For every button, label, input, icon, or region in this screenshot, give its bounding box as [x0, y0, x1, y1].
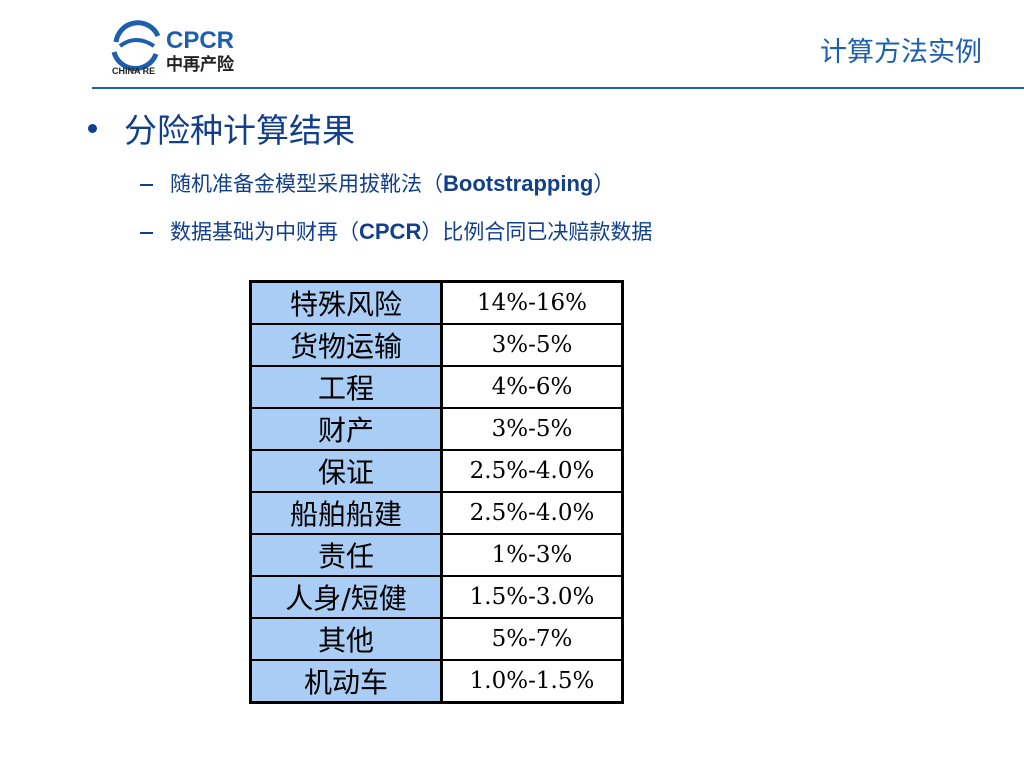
- sub-bullet: 随机准备金模型采用拔靴法（Bootstrapping）: [170, 168, 614, 198]
- line-cell: 工程: [249, 365, 443, 409]
- ratio-cell: 14%-16%: [440, 280, 624, 325]
- table-row: 工程 4%-6%: [249, 365, 624, 409]
- table-row: 特殊风险 14%-16%: [249, 280, 624, 325]
- table-row: 保证 2.5%-4.0%: [249, 449, 624, 493]
- table-row: 机动车 1.0%-1.5%: [249, 659, 624, 704]
- line-cell: 特殊风险: [249, 280, 443, 325]
- table-row: 船舶船建 2.5%-4.0%: [249, 491, 624, 535]
- line-cell: 其他: [249, 617, 443, 661]
- line-cell: 船舶船建: [249, 491, 443, 535]
- ratio-cell: 2.5%-4.0%: [440, 449, 624, 493]
- sub-text: CPCR: [359, 219, 422, 244]
- sub-text: ）比例合同已决赔款数据: [421, 220, 653, 244]
- ratio-cell: 2.5%-4.0%: [440, 491, 624, 535]
- slide-title: 计算方法实例: [820, 37, 982, 68]
- table-row: 责任 1%-3%: [249, 533, 624, 577]
- rule: [92, 87, 1024, 89]
- logo-en: CPCR: [166, 27, 234, 54]
- sub-text: 随机准备金模型采用拔靴法（: [170, 172, 443, 196]
- sub-text: 数据基础为中财再（: [170, 220, 359, 244]
- line-cell: 货物运输: [249, 323, 443, 367]
- ratio-cell: 1.5%-3.0%: [440, 575, 624, 619]
- bullet-text: 分险种计算结果: [124, 111, 355, 150]
- line-cell: 责任: [249, 533, 443, 577]
- sub-text: ）: [593, 172, 615, 196]
- ratio-cell: 1%-3%: [440, 533, 624, 577]
- sub-dash: [140, 232, 153, 234]
- table-row: 人身/短健 1.5%-3.0%: [249, 575, 624, 619]
- ratio-cell: 1.0%-1.5%: [440, 659, 624, 704]
- logo: CPCR 中再产险 CHINA RE: [111, 20, 235, 76]
- sub-bullet: 数据基础为中财再（CPCR）比例合同已决赔款数据: [170, 216, 652, 246]
- line-cell: 人身/短健: [249, 575, 443, 619]
- ratio-cell: 3%-5%: [440, 323, 624, 367]
- ratio-cell: 4%-6%: [440, 365, 624, 409]
- line-cell: 保证: [249, 449, 443, 493]
- table-row: 货物运输 3%-5%: [249, 323, 624, 367]
- sub-dash: [140, 184, 153, 186]
- ratio-cell: 3%-5%: [440, 407, 624, 451]
- logo-cn: 中再产险: [166, 54, 235, 75]
- ratio-table: 特殊风险 14%-16% 货物运输 3%-5% 工程 4%-6% 财产 3%-5% 保证 2.5%…: [249, 280, 624, 704]
- table-row: 财产 3%-5%: [249, 407, 624, 451]
- bullet-dot: [88, 124, 97, 133]
- sub-text: Bootstrapping: [443, 171, 594, 196]
- logo-group: CHINA RE: [112, 66, 155, 76]
- line-cell: 财产: [249, 407, 443, 451]
- ratio-cell: 5%-7%: [440, 617, 624, 661]
- table-row: 其他 5%-7%: [249, 617, 624, 661]
- line-cell: 机动车: [249, 659, 443, 704]
